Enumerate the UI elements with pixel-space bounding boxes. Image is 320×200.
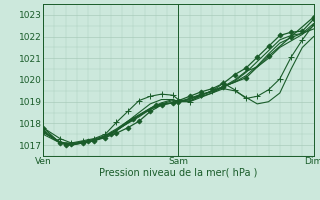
X-axis label: Pression niveau de la mer( hPa ): Pression niveau de la mer( hPa ) bbox=[99, 168, 258, 178]
